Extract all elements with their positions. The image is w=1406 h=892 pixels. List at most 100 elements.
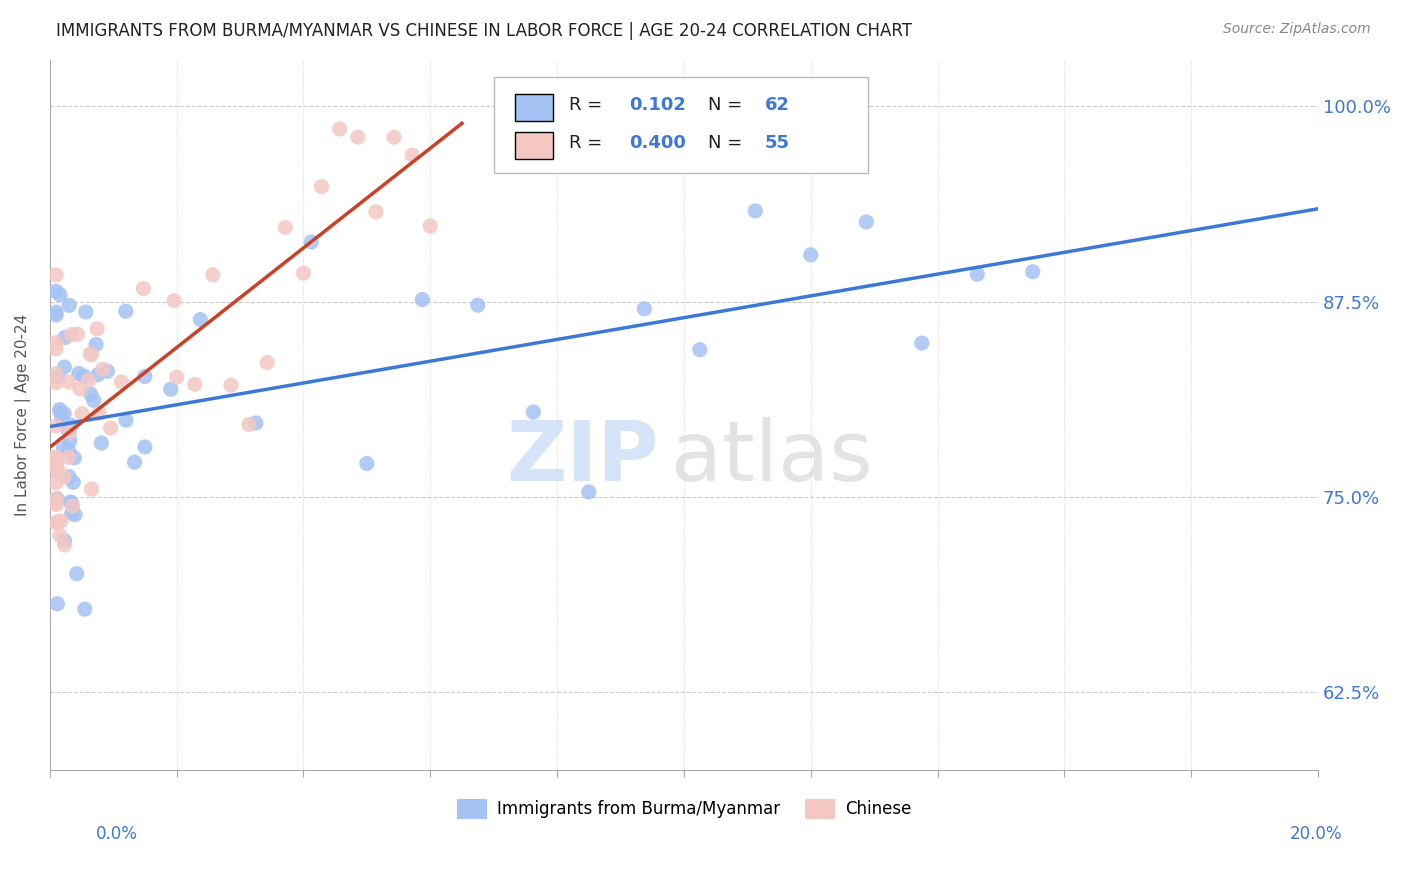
Point — [80, 347, 103, 361]
Point — [274, 220, 297, 235]
Point — [522, 405, 544, 419]
Point — [45, 452, 67, 467]
Point — [77, 374, 100, 388]
Point — [67, 367, 90, 381]
Point — [132, 282, 155, 296]
Point — [311, 179, 333, 194]
Point — [66, 327, 89, 342]
Point — [364, 204, 387, 219]
Point — [79, 387, 101, 401]
Point — [60, 499, 83, 513]
Point — [45, 418, 67, 433]
Point — [63, 450, 86, 465]
Point — [53, 359, 76, 374]
Point — [45, 516, 67, 530]
Point — [52, 441, 75, 455]
Point — [966, 267, 988, 281]
Point — [292, 266, 315, 280]
Point — [87, 406, 110, 420]
Point — [134, 440, 156, 454]
Point — [1022, 265, 1045, 279]
Point — [53, 407, 76, 421]
Point — [58, 469, 80, 483]
Point — [73, 602, 96, 616]
Point — [578, 485, 600, 500]
Point — [90, 436, 112, 450]
Point — [60, 507, 83, 521]
Point — [58, 450, 80, 465]
Point — [346, 130, 368, 145]
Point — [56, 423, 79, 437]
Point — [60, 496, 83, 510]
Point — [96, 364, 118, 378]
Point — [110, 375, 132, 389]
Text: 0.102: 0.102 — [630, 95, 686, 114]
Point — [45, 492, 67, 507]
Point — [467, 298, 489, 312]
Point — [45, 308, 67, 322]
Point — [49, 514, 72, 528]
Point — [245, 416, 267, 430]
Point — [356, 457, 378, 471]
Point — [91, 362, 114, 376]
Point — [183, 377, 205, 392]
Point — [134, 369, 156, 384]
Text: 55: 55 — [765, 134, 790, 152]
Point — [45, 450, 67, 464]
Point — [59, 434, 82, 448]
Point — [80, 482, 103, 496]
Point — [45, 268, 67, 282]
Legend: Immigrants from Burma/Myanmar, Chinese: Immigrants from Burma/Myanmar, Chinese — [450, 792, 918, 826]
Point — [45, 335, 67, 350]
Point — [115, 413, 138, 427]
Text: atlas: atlas — [671, 417, 873, 498]
Text: 62: 62 — [765, 95, 790, 114]
Point — [911, 336, 934, 351]
Point — [238, 417, 260, 432]
Point — [633, 301, 655, 316]
Point — [114, 304, 136, 318]
Point — [53, 330, 76, 344]
Point — [59, 495, 82, 509]
Point — [79, 347, 101, 361]
Point — [299, 235, 322, 249]
Point — [60, 327, 83, 342]
Text: ZIP: ZIP — [506, 417, 658, 498]
Point — [744, 203, 766, 218]
Point — [63, 508, 86, 522]
Point — [66, 566, 89, 581]
Point — [159, 382, 181, 396]
Point — [190, 312, 212, 326]
Point — [46, 491, 69, 506]
Text: N =: N = — [709, 134, 748, 152]
FancyBboxPatch shape — [494, 78, 868, 173]
Point — [855, 215, 877, 229]
Point — [45, 497, 67, 511]
Point — [58, 375, 80, 389]
Point — [45, 463, 67, 477]
Point — [800, 248, 823, 262]
Point — [256, 355, 278, 369]
Point — [58, 443, 80, 458]
Point — [419, 219, 441, 233]
Point — [84, 337, 107, 351]
Point — [166, 370, 188, 384]
Point — [70, 407, 93, 421]
Point — [51, 412, 73, 426]
Point — [49, 288, 72, 302]
Point — [87, 368, 110, 382]
Text: 0.400: 0.400 — [630, 134, 686, 152]
Point — [45, 454, 67, 468]
Point — [46, 369, 69, 384]
Point — [46, 463, 69, 477]
Point — [163, 293, 186, 308]
Point — [411, 293, 433, 307]
Point — [53, 533, 76, 548]
Point — [69, 382, 91, 396]
Text: 20.0%: 20.0% — [1291, 825, 1343, 843]
Point — [45, 305, 67, 319]
Point — [124, 455, 146, 469]
Point — [45, 376, 67, 390]
Point — [100, 421, 122, 435]
Point — [201, 268, 224, 282]
